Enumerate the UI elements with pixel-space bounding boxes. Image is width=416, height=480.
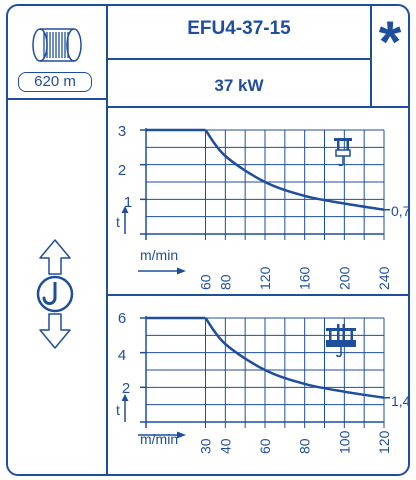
left-column-divider [106,4,108,476]
hoist-up-down-icon [36,239,74,349]
x-tick-label: 30 [198,438,214,454]
chart-curve [146,316,390,399]
power-rating: 37 kW [214,76,264,95]
end-value-label: 0,7 [391,203,411,219]
y-tick-labels: 3 2 1 [118,123,132,211]
cable-drum-icon [32,28,82,62]
y-tick-label: 4 [118,347,126,364]
y-unit-label: t [116,402,120,418]
series-line [204,317,385,399]
x-tick-label: 60 [257,438,273,454]
y-tick-label: 2 [122,380,130,397]
x-tick-label: 240 [376,266,392,290]
x-unit-label: m/min [140,247,178,263]
marker-asterisk: * [378,10,402,75]
x-tick-label: 160 [297,266,313,290]
left-header-divider [6,98,106,100]
chart-grid [140,128,385,240]
double-hook-trolley-icon [326,324,356,358]
chart-curve [146,128,390,211]
header-bottom-divider [106,106,410,108]
charts-divider [106,294,410,296]
x-tick-label: 60 [198,274,214,290]
single-hook-trolley-icon [334,138,352,167]
datasheet-frame [6,4,410,476]
x-tick-label: 80 [297,438,313,454]
y-unit-label: t [116,214,120,230]
x-tick-label: 120 [376,430,392,454]
y-tick-label: 6 [118,310,126,327]
x-tick-labels: 30 40 60 80 100 120 [198,430,393,454]
model-divider [106,58,370,60]
y-tick-label: 3 [118,123,126,140]
y-tick-label: 1 [124,194,132,211]
y-tick-labels: 6 4 2 [118,310,130,397]
x-tick-label: 40 [217,438,233,454]
x-unit-label: m/min [140,431,178,447]
model-number: EFU4-37-15 [187,18,291,39]
y-tick-label: 2 [118,162,126,179]
x-tick-labels: 60 80 120 160 200 240 [198,266,393,290]
capacity-chart-single: 3 2 1 t m/min 60 80 120 160 200 240 0,7 [116,123,411,290]
x-tick-label: 120 [257,266,273,290]
marker-column-divider [370,4,372,108]
capacity-chart-double: 6 4 2 t m/min 30 40 60 80 100 120 1,4 [116,310,411,454]
x-tick-label: 80 [217,274,233,290]
x-tick-label: 200 [336,266,352,290]
end-value-label: 1,4 [391,393,411,409]
series-line [204,129,385,211]
x-tick-label: 100 [336,430,352,454]
chart-grid [140,316,385,428]
cable-length-label: 620 m [18,72,92,92]
